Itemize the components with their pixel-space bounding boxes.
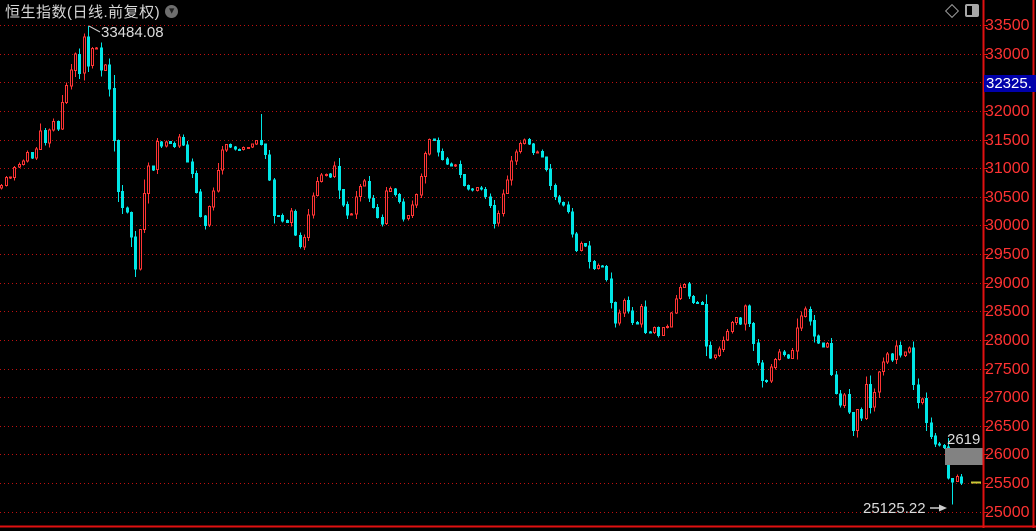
y-axis-label: 29500 (985, 245, 1030, 263)
chevron-down-glyph: ▼ (167, 5, 177, 15)
high-leader-line (88, 25, 101, 33)
y-axis-label: 28500 (985, 302, 1030, 320)
y-axis-label: 28000 (985, 331, 1030, 349)
y-axis-label: 26500 (985, 417, 1030, 435)
y-axis-label: 27000 (985, 388, 1030, 406)
y-axis-label: 29000 (985, 274, 1030, 292)
y-axis-label: 25500 (985, 474, 1030, 492)
y-axis-label: 26000 (985, 445, 1030, 463)
y-axis-label: 31500 (985, 131, 1030, 149)
window-tools (944, 3, 979, 18)
callout-label: 2619 (947, 431, 981, 448)
y-axis-label: 30500 (985, 188, 1030, 206)
y-axis-label: 31000 (985, 159, 1030, 177)
chevron-down-icon[interactable]: ▼ (165, 4, 179, 18)
instrument-title: 恒生指数(日线.前复权) (5, 3, 161, 21)
high-annotation: 33484.08 (101, 24, 164, 41)
diamond-icon[interactable] (944, 3, 960, 18)
axis-price-tag: 32325. (984, 75, 1036, 92)
y-axis-label: 27500 (985, 360, 1030, 378)
callout-box (945, 448, 983, 465)
panel-fill-glyph (972, 6, 977, 15)
gridlines (0, 25, 988, 513)
chart-title-bar: 恒生指数(日线.前复权) ▼ (5, 2, 179, 21)
candles (0, 26, 963, 505)
y-axis-label: 25000 (985, 503, 1030, 521)
panel-layout-icon[interactable] (965, 4, 979, 17)
low-annotation: 25125.22 (863, 500, 926, 517)
low-arrowhead-icon (939, 504, 947, 512)
y-axis-label: 30000 (985, 216, 1030, 234)
y-axis-label: 33500 (985, 16, 1030, 34)
y-axis-label: 32000 (985, 102, 1030, 120)
y-axis-label: 33000 (985, 45, 1030, 63)
